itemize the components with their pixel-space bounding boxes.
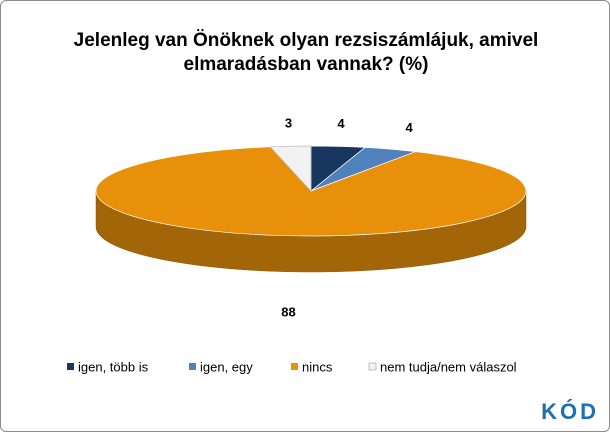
- pie-slice: [269, 145, 312, 192]
- legend-swatch: [368, 362, 377, 371]
- legend-label: nem tudja/nem válaszol: [380, 359, 517, 374]
- data-label: 4: [405, 120, 413, 135]
- data-label: 88: [281, 305, 295, 320]
- chart-title: Jelenleg van Önöknek olyan rezsiszámláju…: [73, 30, 539, 75]
- legend-swatch: [291, 363, 298, 370]
- data-label: 4: [337, 116, 345, 131]
- legend-label: nincs: [302, 359, 333, 374]
- legend-swatch: [67, 363, 74, 370]
- legend-label: igen, egy: [200, 359, 253, 374]
- logo: KÓD: [541, 399, 599, 424]
- legend-label: igen, több is: [78, 359, 149, 374]
- data-label: 3: [285, 116, 292, 131]
- legend-swatch: [189, 363, 196, 370]
